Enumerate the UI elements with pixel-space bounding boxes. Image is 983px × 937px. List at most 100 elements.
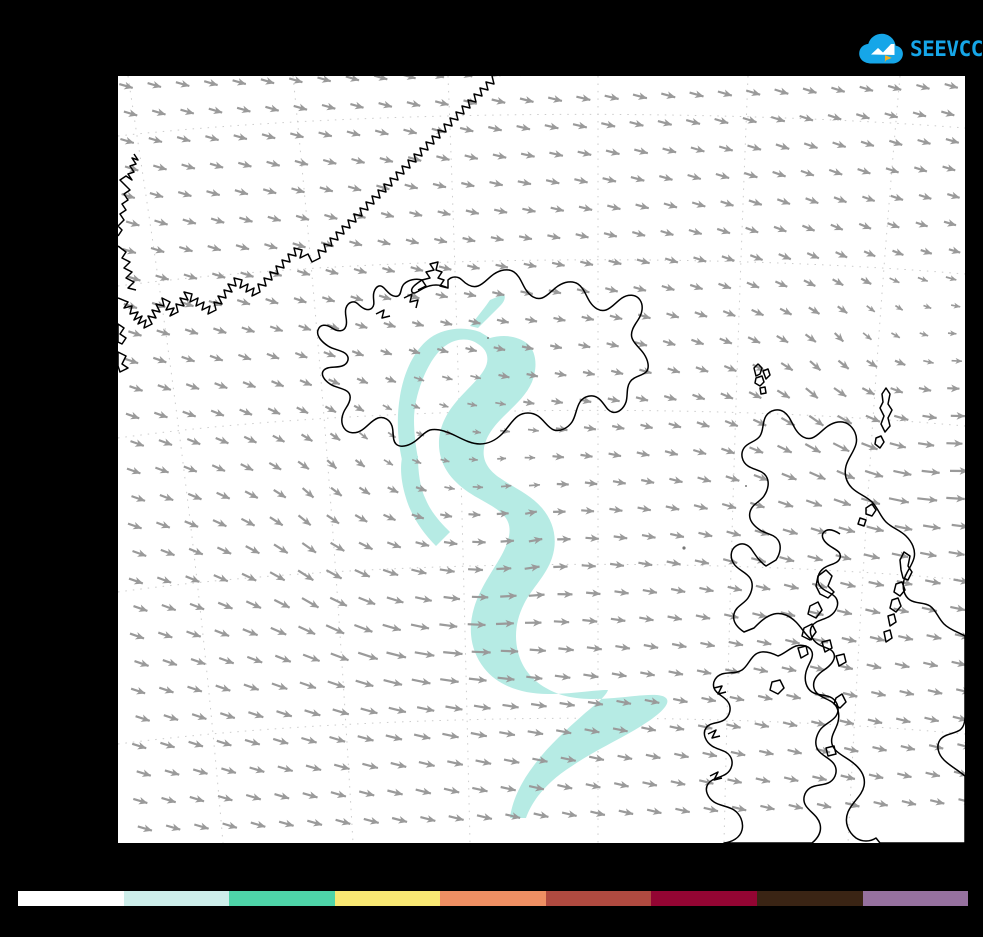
- wind-arrow: [358, 596, 376, 606]
- map-speckles: [487, 337, 747, 550]
- wind-arrow: [411, 512, 425, 520]
- wind-arrow: [130, 439, 145, 447]
- wind-arrow: [527, 427, 540, 434]
- wind-arrow: [268, 461, 282, 471]
- wind-arrow: [645, 752, 661, 760]
- wind-arrow: [549, 150, 564, 158]
- wind-arrow: [841, 635, 857, 644]
- wind-arrow: [185, 382, 200, 391]
- wind-arrow: [463, 290, 477, 298]
- wind-arrow: [749, 446, 764, 454]
- wind-arrow: [720, 199, 734, 207]
- wind-arrow: [747, 143, 762, 151]
- colorbar-segment-6: [545, 891, 652, 906]
- wind-arrow: [380, 210, 395, 219]
- wind-arrow: [946, 191, 961, 200]
- wind-arrow: [489, 179, 504, 188]
- wind-arrow: [685, 117, 701, 126]
- wind-arrow: [607, 203, 621, 211]
- wind-arrow: [755, 583, 771, 592]
- wind-arrow: [945, 136, 960, 145]
- wind-arrow: [467, 262, 481, 271]
- wind-arrow: [528, 783, 545, 792]
- wind-arrow: [698, 530, 713, 538]
- wind-arrow: [575, 231, 589, 240]
- greenland-coastline: [118, 76, 495, 329]
- wind-arrow: [780, 362, 794, 372]
- wind-arrow: [643, 642, 659, 651]
- wind-arrow: [411, 458, 422, 465]
- wind-arrow: [832, 277, 844, 287]
- wind-arrow: [611, 423, 625, 431]
- wind-arrow: [295, 213, 310, 222]
- wind-arrow: [544, 122, 559, 131]
- wind-arrow: [183, 465, 198, 473]
- brand-logo[interactable]: SEEVCCC: [858, 30, 983, 68]
- wind-arrow: [271, 379, 285, 388]
- wind-arrow: [714, 116, 729, 125]
- wind-arrow: [148, 135, 163, 144]
- map-plot-area[interactable]: [118, 76, 965, 843]
- wind-arrow: [382, 568, 399, 577]
- wind-arrow: [694, 310, 708, 318]
- wind-arrow: [523, 398, 535, 407]
- wind-arrow: [528, 536, 543, 545]
- wind-arrow: [183, 272, 198, 280]
- wind-arrow: [608, 258, 622, 266]
- wind-arrow: [360, 707, 378, 715]
- wind-arrow: [386, 651, 407, 660]
- wind-arrow: [441, 374, 453, 381]
- wind-arrow: [717, 89, 733, 97]
- wind-arrow: [189, 602, 205, 611]
- wind-arrow: [838, 526, 856, 534]
- wind-arrow: [447, 759, 464, 767]
- wind-arrow: [301, 542, 317, 554]
- wind-arrow: [333, 763, 350, 771]
- wind-arrow: [500, 537, 515, 546]
- wind-arrow: [358, 486, 371, 496]
- wind-arrow: [495, 261, 509, 270]
- wind-arrow: [347, 184, 362, 192]
- wind-arrow: [357, 651, 379, 661]
- wind-arrow: [663, 393, 677, 402]
- wind-arrow: [503, 757, 520, 765]
- wind-arrow: [919, 550, 937, 559]
- wind-arrow: [695, 612, 711, 621]
- wind-arrow: [529, 646, 547, 655]
- wind-arrow: [748, 390, 762, 400]
- wind-arrow: [210, 409, 225, 417]
- wind-arrow: [662, 338, 676, 347]
- wind-arrow: [128, 329, 142, 337]
- wind-arrow: [302, 791, 318, 799]
- wind-arrow: [923, 660, 939, 668]
- wind-arrow: [467, 401, 478, 408]
- wind-arrow: [578, 341, 591, 350]
- wind-arrow: [557, 782, 573, 791]
- wind-arrow: [161, 603, 177, 612]
- wind-arrow: [783, 582, 800, 591]
- wind-arrow: [207, 243, 222, 252]
- wind-arrow: [696, 667, 712, 676]
- wind-arrow: [440, 318, 453, 327]
- wind-arrow: [301, 736, 318, 744]
- wind-arrow: [700, 640, 716, 649]
- wind-arrow: [439, 566, 456, 575]
- wind-arrow: [240, 517, 256, 527]
- wind-arrow: [332, 708, 350, 716]
- wind-arrow: [669, 476, 683, 484]
- wind-arrow: [322, 157, 337, 166]
- wind-arrow: [833, 332, 845, 343]
- wind-arrow: [583, 424, 597, 432]
- wind-arrow: [465, 207, 480, 216]
- wind-arrow: [581, 314, 595, 322]
- wind-arrow: [409, 209, 423, 218]
- wind-arrow: [664, 448, 679, 457]
- wind-arrow: [125, 219, 140, 227]
- precipitation-colorbar[interactable]: [18, 891, 969, 906]
- wind-arrow: [804, 443, 822, 454]
- wind-arrow: [609, 313, 623, 321]
- wind-arrow: [185, 575, 200, 583]
- wind-arrow: [585, 589, 601, 598]
- wind-arrow: [609, 505, 623, 514]
- wind-arrow: [210, 216, 225, 224]
